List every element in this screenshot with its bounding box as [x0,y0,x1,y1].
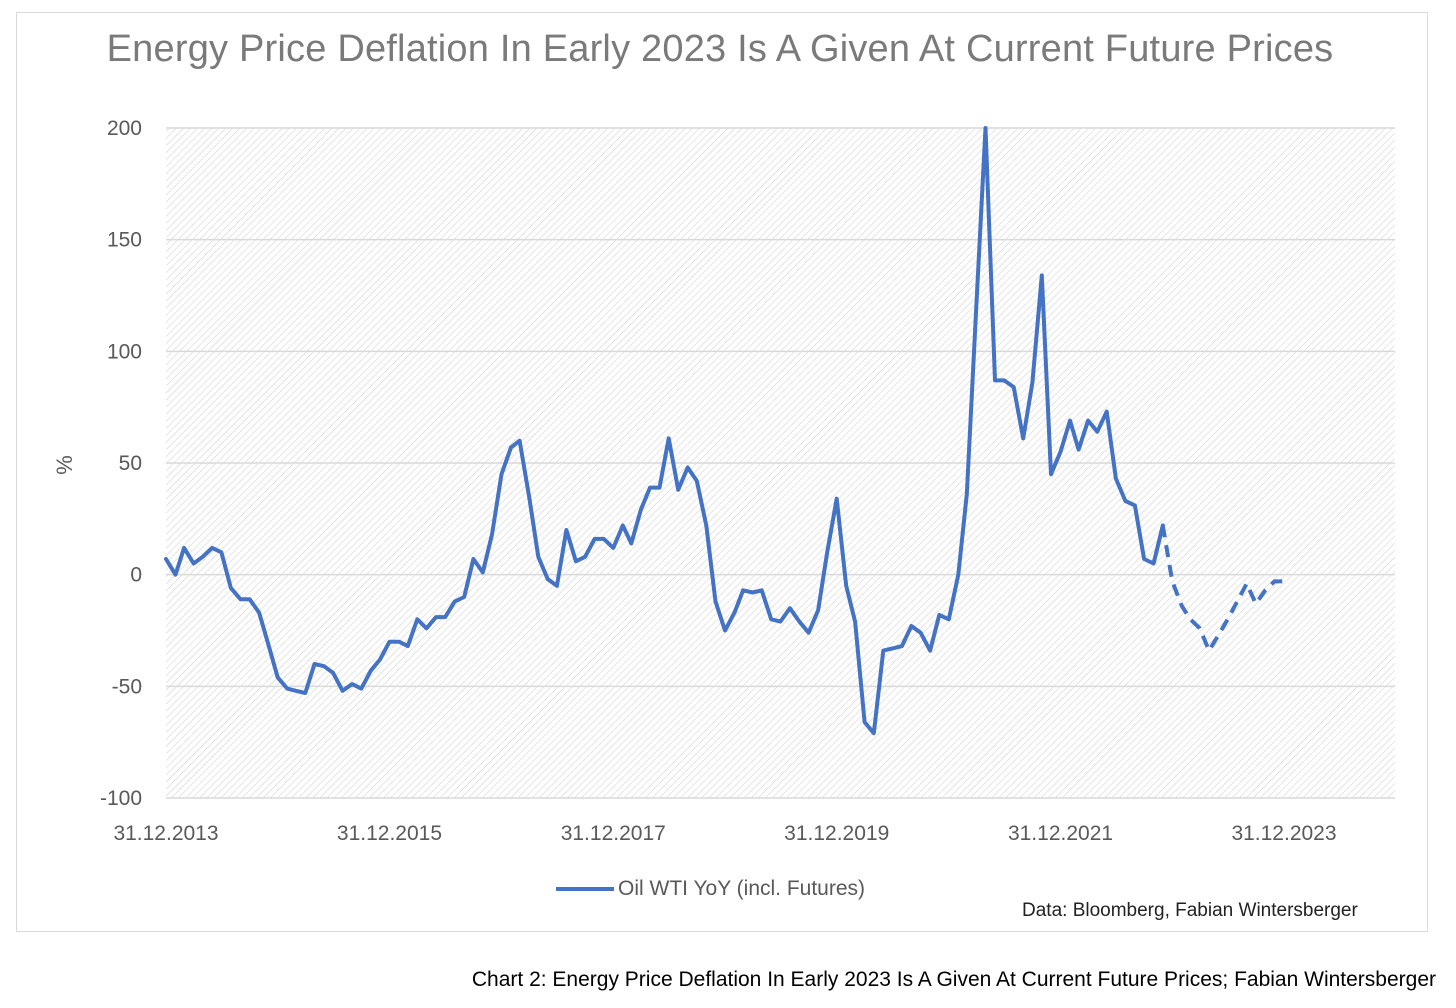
gridlines [166,127,1395,799]
chart-title: Energy Price Deflation In Early 2023 Is … [106,28,1334,70]
x-tick-label: 31.12.2017 [561,822,666,845]
y-tick-label: 200 [107,117,142,140]
x-tick-label: 31.12.2021 [1008,822,1113,845]
y-axis-label: % [52,455,77,475]
data-source-credit: Data: Bloomberg, Fabian Wintersberger [1022,900,1358,921]
series-group [164,126,1284,736]
y-tick-label: 150 [107,229,142,252]
y-tick-label: 0 [130,564,142,587]
legend: Oil WTI YoY (incl. Futures) [556,877,865,901]
x-tick-label: 31.12.2019 [784,822,889,845]
y-axis-tick-labels: 200 150 100 50 0 -50 -100 [100,117,142,810]
x-tick-label: 31.12.2013 [113,822,218,845]
x-tick-label: 31.12.2023 [1231,822,1336,845]
x-tick-label: 31.12.2015 [337,822,442,845]
y-tick-label: 100 [107,340,142,363]
y-tick-label: -50 [112,675,142,698]
y-tick-label: -100 [100,787,142,810]
y-tick-label: 50 [119,452,142,475]
x-axis-tick-labels: 31.12.2013 31.12.2015 31.12.2017 31.12.2019… [113,822,1336,845]
series-line-futures [1160,525,1284,653]
legend-label: Oil WTI YoY (incl. Futures) [618,877,866,900]
series-line-actual [164,126,1165,736]
figure-caption: Chart 2: Energy Price Deflation In Early… [471,968,1436,991]
legend-line-swatch [556,887,614,891]
